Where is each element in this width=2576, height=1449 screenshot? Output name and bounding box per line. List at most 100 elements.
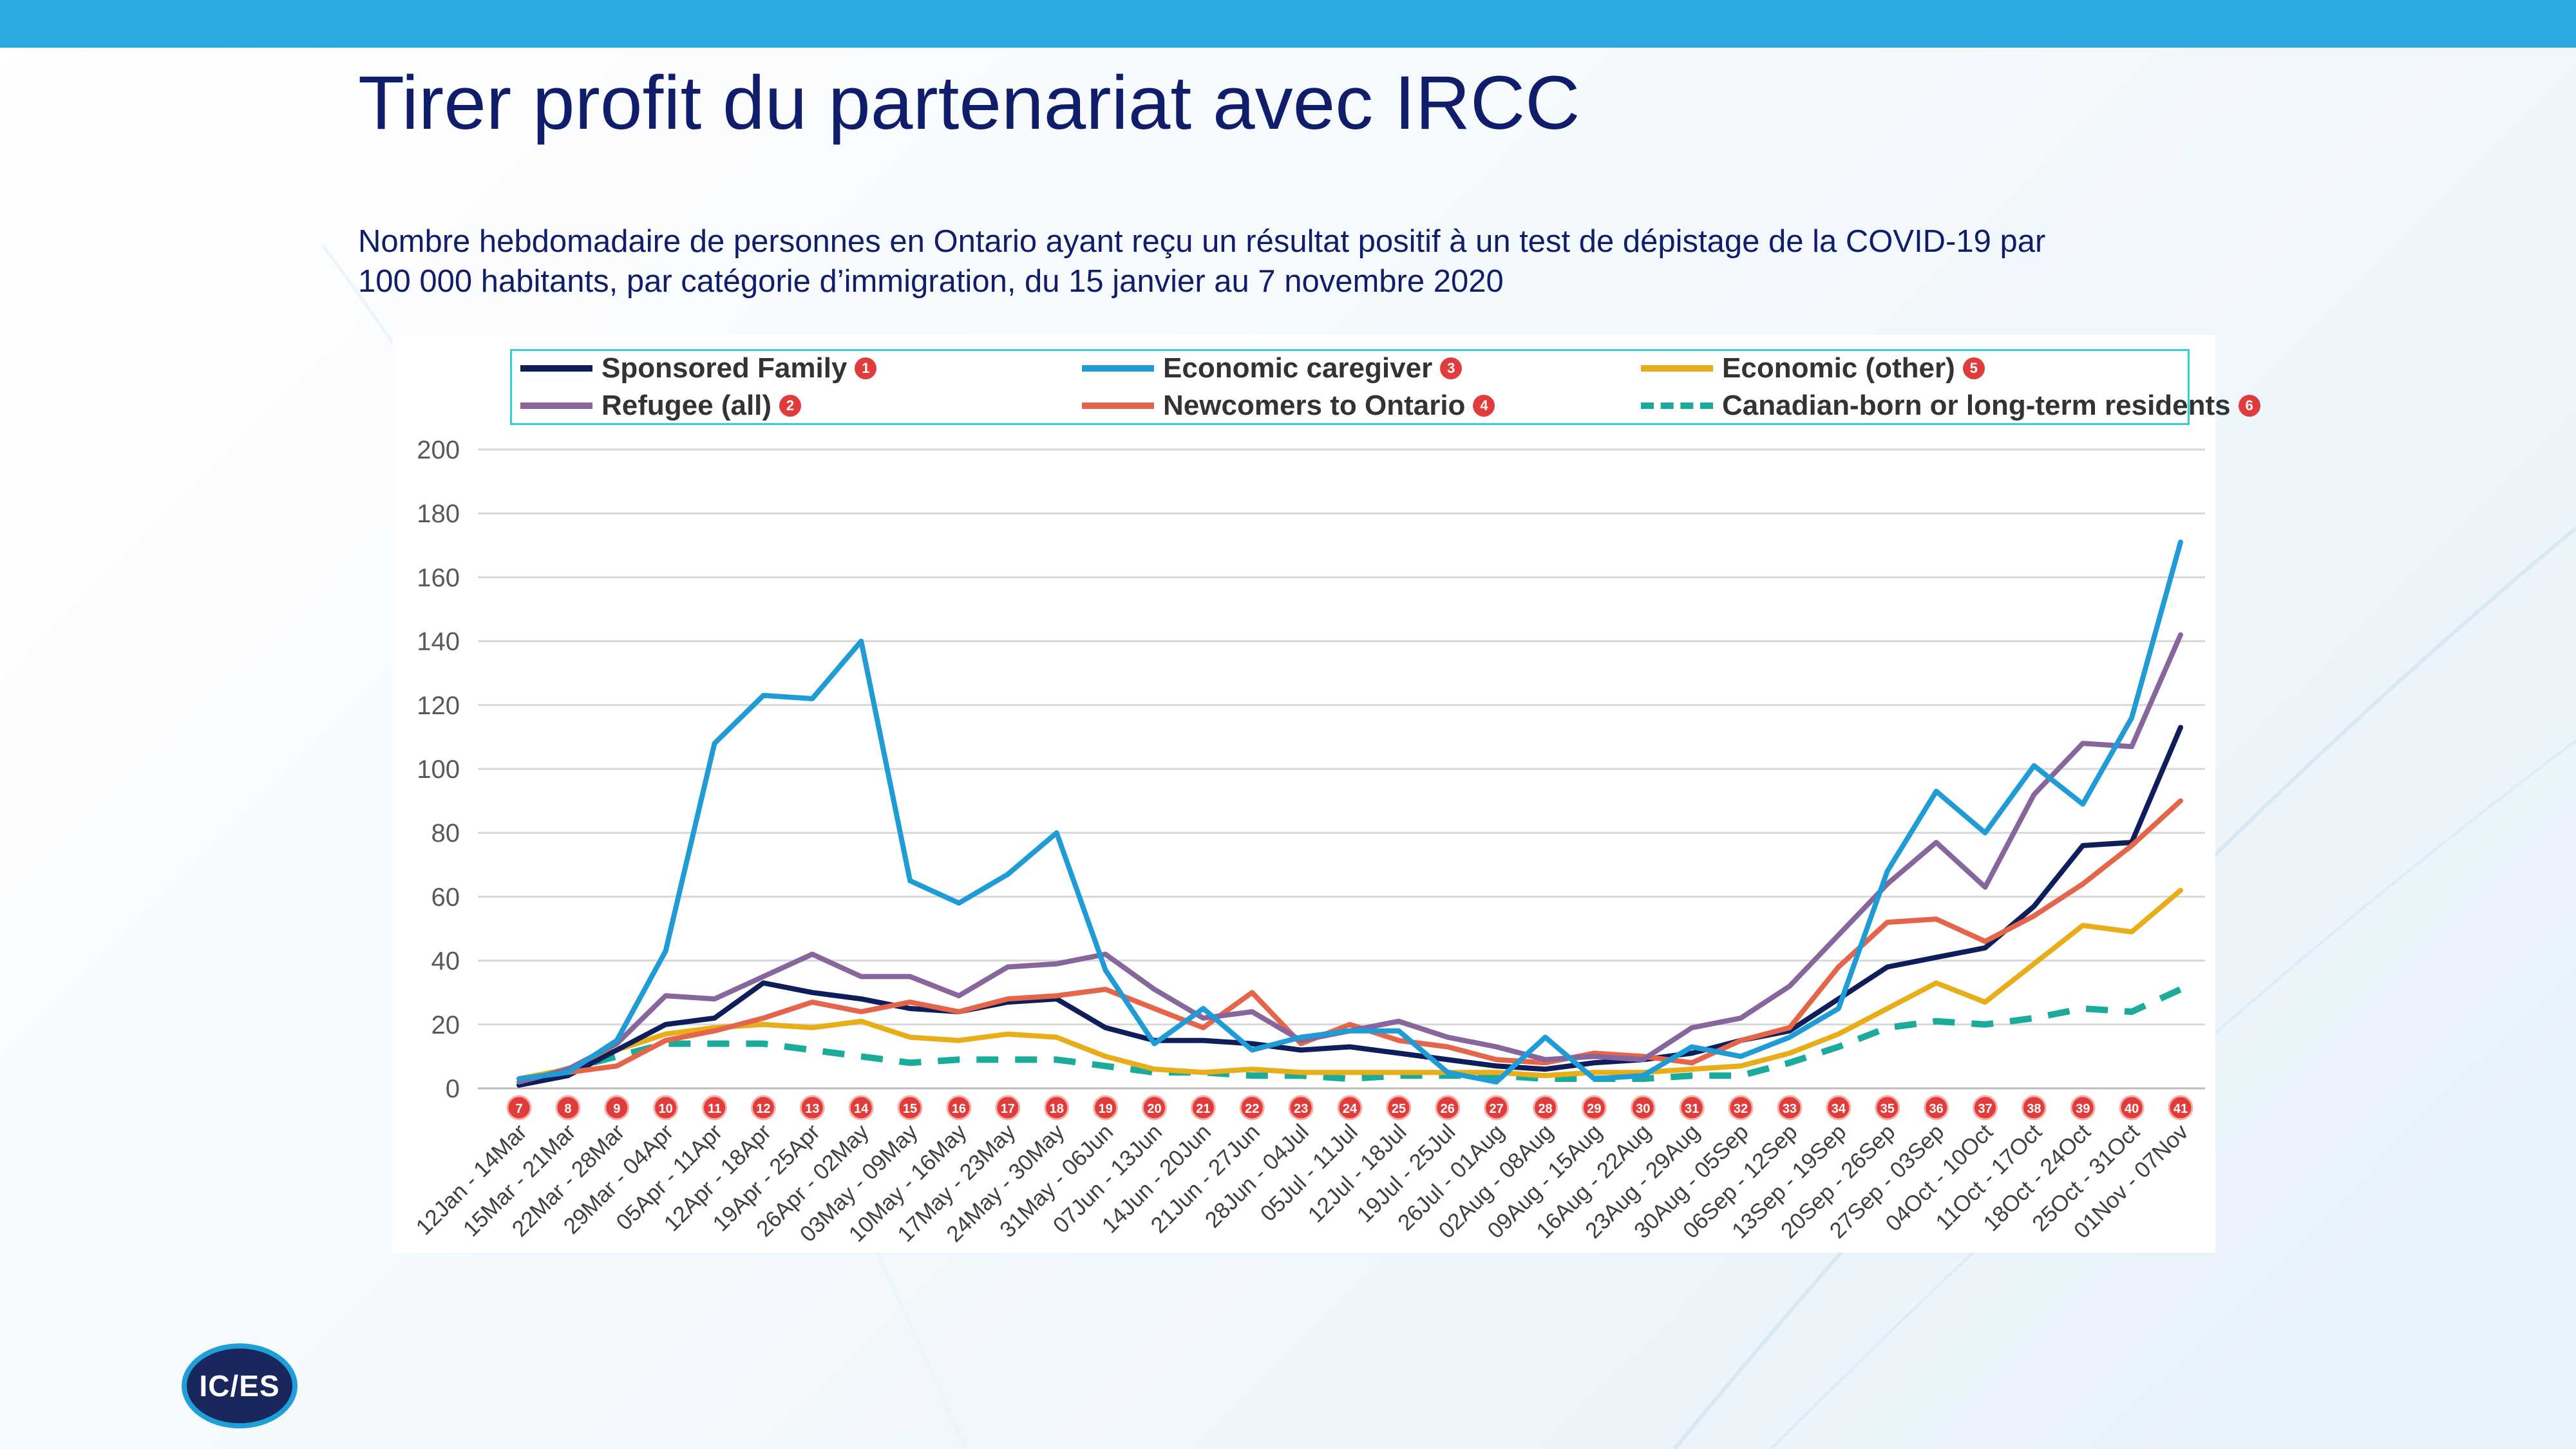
x-badge-circle-15 (897, 1095, 923, 1121)
legend-badge-6: 6 (2238, 395, 2260, 417)
x-badge-circle-38 (2021, 1095, 2047, 1121)
x-badge-label-17: 17 (1001, 1102, 1015, 1116)
series-line-economic-caregiver (516, 539, 2183, 1085)
legend-swatch-economic-caregiver (1082, 365, 1154, 372)
x-badge-circle-21 (1190, 1095, 1216, 1121)
logo-text: IC/ES (199, 1369, 280, 1403)
x-badge-label-32: 32 (1734, 1102, 1748, 1116)
x-badge-label-15: 15 (903, 1102, 917, 1116)
x-badge-circle-9 (604, 1095, 630, 1121)
y-tick-label-60: 60 (431, 883, 460, 911)
x-badge-circle-16 (946, 1095, 972, 1121)
x-badge-label-22: 22 (1245, 1102, 1259, 1116)
x-badge-circle-10 (653, 1095, 679, 1121)
x-badge-label-28: 28 (1538, 1102, 1552, 1116)
x-badge-circle-27 (1484, 1095, 1510, 1121)
x-badge-label-33: 33 (1783, 1102, 1797, 1116)
y-tick-label-100: 100 (417, 755, 460, 784)
x-badge-circle-17 (995, 1095, 1021, 1121)
x-badge-label-7: 7 (515, 1102, 522, 1116)
legend-badge-1: 1 (855, 357, 877, 379)
top-accent-bar (0, 0, 2576, 48)
x-badge-circle-32 (1728, 1095, 1754, 1121)
x-badge-label-36: 36 (1929, 1102, 1943, 1116)
ices-logo: IC/ES (182, 1343, 298, 1428)
x-badge-label-30: 30 (1636, 1102, 1650, 1116)
y-tick-label-0: 0 (446, 1075, 460, 1103)
x-badge-circle-12 (750, 1095, 776, 1121)
x-badge-label-16: 16 (952, 1102, 966, 1116)
x-badge-label-24: 24 (1343, 1102, 1358, 1116)
x-badge-label-12: 12 (756, 1102, 770, 1116)
x-badge-circle-20 (1141, 1095, 1167, 1121)
legend-label-canadian-born: Canadian-born or long-term residents (1722, 390, 2231, 421)
series-line-economic-other (516, 887, 2183, 1082)
x-badge-circle-36 (1924, 1095, 1949, 1121)
x-badge-circle-13 (799, 1095, 825, 1121)
subtitle-line-2: 100 000 habitants, par catégorie d’immig… (358, 264, 1504, 299)
legend-item-economic-caregiver: Economic caregiver 3 (1082, 352, 1463, 385)
x-badge-circle-18 (1044, 1095, 1070, 1121)
x-badge-label-19: 19 (1098, 1102, 1112, 1116)
x-badge-circle-14 (848, 1095, 874, 1121)
x-badge-circle-7 (506, 1095, 532, 1121)
x-badge-circle-37 (1972, 1095, 1998, 1121)
x-badge-circle-25 (1386, 1095, 1412, 1121)
slide-title: Tirer profit du partenariat avec IRCC (358, 61, 1580, 146)
x-badge-label-29: 29 (1587, 1102, 1601, 1116)
x-badge-label-27: 27 (1490, 1102, 1504, 1116)
series-line-newcomers-to-ontario (516, 798, 2183, 1082)
x-badge-label-26: 26 (1441, 1102, 1455, 1116)
legend-badge-5: 5 (1962, 357, 1985, 379)
y-tick-label-180: 180 (417, 500, 460, 528)
chart-subtitle: Nombre hebdomadaire de personnes en Onta… (358, 222, 2161, 301)
x-badge-circle-22 (1239, 1095, 1265, 1121)
x-badge-label-20: 20 (1147, 1102, 1161, 1116)
x-badge-circle-39 (2070, 1095, 2096, 1121)
x-badge-label-41: 41 (2174, 1102, 2188, 1116)
x-badge-circle-35 (1875, 1095, 1900, 1121)
x-badge-circle-11 (702, 1095, 728, 1121)
legend-badge-2: 2 (779, 395, 802, 417)
legend-label-newcomers: Newcomers to Ontario (1163, 390, 1466, 421)
legend-swatch-economic-other (1641, 365, 1713, 372)
legend-label-economic-caregiver: Economic caregiver (1163, 352, 1433, 384)
legend-label-sponsored-family: Sponsored Family (601, 352, 848, 384)
x-badge-circle-33 (1777, 1095, 1803, 1121)
x-badge-label-35: 35 (1880, 1102, 1895, 1116)
legend-item-sponsored-family: Sponsored Family 1 (520, 352, 877, 385)
x-badge-circle-24 (1337, 1095, 1363, 1121)
series-line-canadian-born-or-long-term-residents (518, 986, 2183, 1085)
x-badge-label-13: 13 (805, 1102, 819, 1116)
y-tick-label-200: 200 (417, 436, 460, 464)
x-badge-label-37: 37 (1978, 1102, 1992, 1116)
legend-badge-3: 3 (1440, 357, 1463, 379)
x-badge-circle-19 (1093, 1095, 1119, 1121)
x-badge-label-21: 21 (1196, 1102, 1210, 1116)
y-tick-label-160: 160 (417, 564, 460, 592)
x-badge-label-8: 8 (564, 1102, 571, 1116)
y-tick-label-20: 20 (431, 1011, 460, 1039)
y-tick-label-80: 80 (431, 819, 460, 848)
x-badge-circle-8 (555, 1095, 581, 1121)
x-badge-label-18: 18 (1050, 1102, 1064, 1116)
x-badge-circle-23 (1288, 1095, 1314, 1121)
x-badge-circle-30 (1630, 1095, 1656, 1121)
x-badge-label-25: 25 (1392, 1102, 1406, 1116)
x-badge-label-31: 31 (1685, 1102, 1699, 1116)
x-badge-circle-28 (1533, 1095, 1558, 1121)
legend-badge-4: 4 (1473, 395, 1495, 417)
x-badge-label-38: 38 (2027, 1102, 2041, 1116)
legend-item-newcomers: Newcomers to Ontario 4 (1082, 389, 1495, 422)
legend-swatch-sponsored-family (520, 365, 592, 372)
legend-swatch-canadian-born (1641, 402, 1713, 409)
x-badge-label-34: 34 (1832, 1102, 1846, 1116)
x-badge-label-39: 39 (2076, 1102, 2090, 1116)
legend-label-refugee: Refugee (all) (601, 390, 772, 421)
x-badge-label-14: 14 (854, 1102, 869, 1116)
legend-item-economic-other: Economic (other) 5 (1641, 352, 1985, 385)
x-badge-label-11: 11 (708, 1102, 721, 1116)
y-tick-label-140: 140 (417, 628, 460, 656)
series-line-sponsored-family (516, 724, 2183, 1088)
